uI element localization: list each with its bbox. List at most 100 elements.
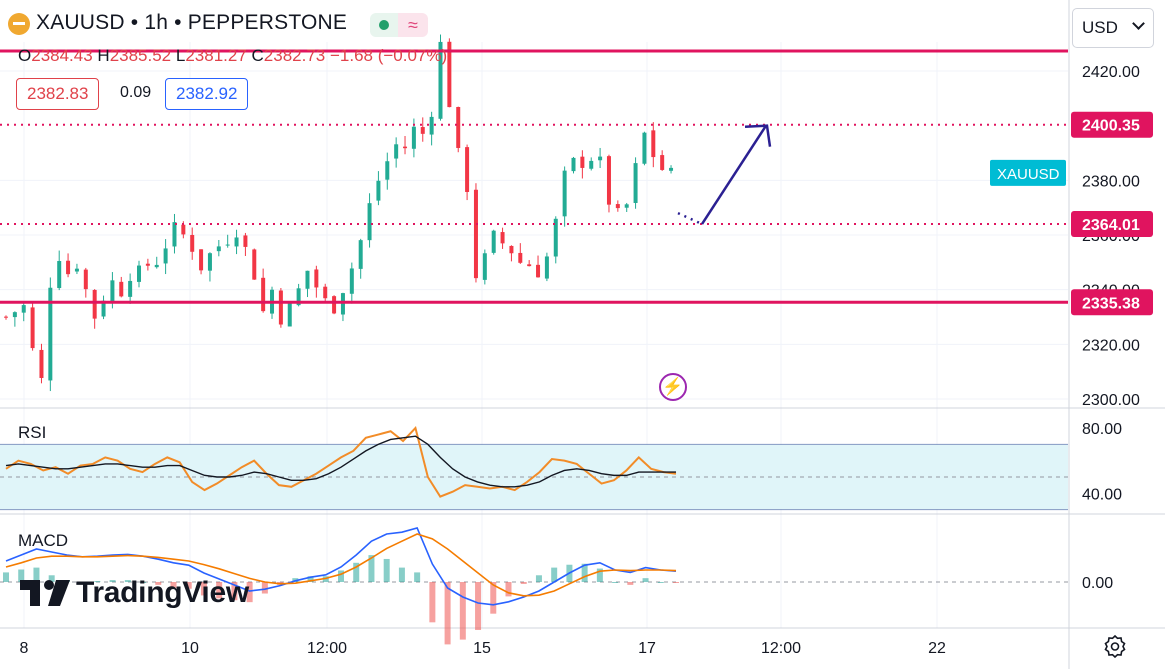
candles	[4, 34, 674, 392]
candle-body	[216, 246, 221, 252]
candle-body	[429, 116, 434, 135]
level-price-label: 2400.35	[1082, 118, 1140, 135]
rsi-ma-line	[5, 435, 676, 488]
candle-body	[340, 293, 345, 315]
candle-body	[527, 264, 532, 267]
chevron-down-icon	[1132, 17, 1145, 30]
candle-body	[66, 260, 71, 275]
candle-body	[30, 307, 35, 349]
candle-body	[252, 249, 257, 280]
candle-body	[367, 203, 372, 241]
macd-histogram-bar	[551, 567, 558, 582]
gold-symbol-icon	[8, 13, 30, 35]
macd-label: MACD	[18, 531, 69, 550]
candle-body	[669, 167, 674, 171]
candle-body	[199, 249, 204, 271]
macd-histogram-bar	[642, 578, 649, 582]
price-axis-tick: 2420.00	[1082, 64, 1140, 81]
macd-histogram-bar	[48, 575, 55, 582]
currency-select[interactable]: USD	[1072, 8, 1154, 48]
candle-body	[128, 280, 133, 297]
candle-body	[234, 237, 239, 247]
candle-body	[225, 244, 230, 246]
candle-body	[660, 155, 665, 170]
time-axis-tick: 12:00	[307, 640, 347, 657]
candle-body	[500, 232, 505, 244]
candle-body	[110, 280, 115, 302]
candle-body	[145, 263, 150, 266]
level-price-label: 2364.01	[1082, 217, 1140, 234]
time-axis-tick: 22	[928, 640, 946, 657]
macd-histogram-bar	[368, 555, 375, 582]
projection-arrow-line	[700, 125, 768, 225]
macd-histogram-bar	[490, 582, 497, 614]
candle-body	[323, 286, 328, 299]
macd-line	[5, 527, 677, 606]
high-value: 2385.52	[109, 46, 172, 65]
time-axis-tick: 15	[473, 640, 491, 657]
candle-body	[4, 316, 8, 318]
time-axis-tick: 8	[20, 640, 29, 657]
macd-histogram-bar	[124, 580, 131, 582]
candle-body	[358, 240, 363, 269]
macd-histogram-bar	[18, 569, 25, 582]
candle-body	[642, 132, 647, 164]
level-price-tag	[1071, 211, 1153, 238]
macd-histogram-bar	[535, 575, 542, 582]
level-price-tag	[1071, 289, 1153, 316]
lightning-icon[interactable]: ⚡	[659, 373, 687, 401]
candle-body	[119, 281, 124, 297]
spread-value: 0.09	[120, 84, 152, 101]
data-status-icon[interactable]: ≈	[398, 13, 428, 37]
candle-body	[394, 144, 399, 159]
candle-body	[403, 146, 408, 149]
macd-histogram-bar	[109, 580, 116, 582]
level-price-label: 2335.38	[1082, 295, 1140, 312]
open-value: 2384.43	[31, 46, 93, 65]
candle-body	[633, 163, 638, 203]
candle-body	[278, 290, 283, 325]
macd-histogram-bar	[261, 582, 268, 594]
candle-body	[92, 289, 97, 319]
rsi-line	[5, 425, 677, 498]
macd-histogram-bar	[246, 582, 253, 603]
tradingview-logo-icon	[20, 580, 70, 606]
candle-body	[243, 235, 248, 247]
candle-body	[420, 127, 425, 134]
candle-body	[83, 269, 88, 290]
logo-text: TradingView	[76, 576, 249, 609]
candle-body	[48, 287, 53, 381]
candle-body	[305, 270, 310, 289]
macd-histogram-bar	[581, 563, 588, 582]
candle-body	[190, 234, 195, 252]
candle-body	[491, 230, 496, 253]
candle-body	[589, 160, 594, 169]
candle-body	[465, 147, 470, 192]
candle-body	[624, 204, 629, 208]
market-open-icon[interactable]	[370, 13, 398, 37]
candle-body	[411, 126, 416, 149]
macd-histogram-bar	[520, 582, 527, 584]
candle-body	[553, 218, 558, 257]
macd-histogram-bar	[338, 570, 344, 582]
candle-body	[509, 245, 514, 254]
level-price-tag	[1071, 111, 1153, 138]
macd-histogram-bar	[185, 582, 192, 589]
symbol-title[interactable]: XAUUSD • 1h • PEPPERSTONE	[36, 11, 348, 34]
candle-body	[598, 156, 603, 161]
projection-arrow-head	[744, 124, 772, 147]
candle-body	[332, 296, 337, 314]
candle-body	[447, 41, 452, 108]
buy-price-button[interactable]: 2382.92	[165, 78, 249, 110]
candle-body	[456, 106, 461, 148]
sell-price-button[interactable]: 2382.83	[16, 78, 100, 110]
candle-body	[385, 161, 390, 180]
macd-histogram-bar	[657, 582, 664, 583]
chart-header: XAUUSD • 1h • PEPPERSTONE ≈	[0, 0, 1065, 40]
settings-icon[interactable]	[1103, 634, 1127, 658]
macd-histogram-bar	[155, 582, 162, 585]
candle-body	[101, 300, 106, 317]
candle-body	[181, 224, 186, 235]
